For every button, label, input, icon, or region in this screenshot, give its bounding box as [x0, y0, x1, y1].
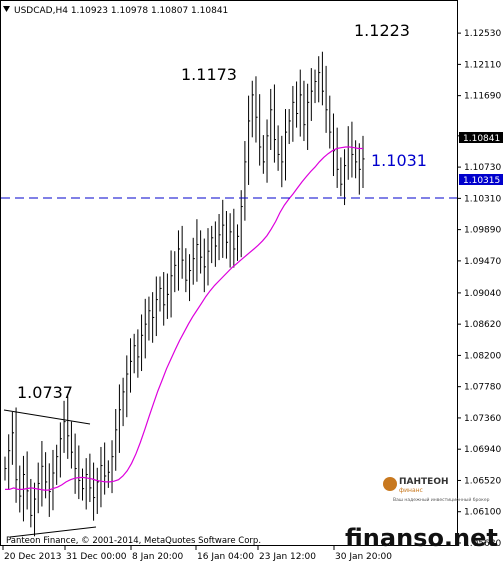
- x-tick-label: 8 Jan 20:00: [132, 552, 184, 562]
- time-axis: 20 Dec 2013 31 Dec 00:00 8 Jan 20:00 16 Jan…: [2, 546, 392, 562]
- annotation-level: 1.1031: [371, 151, 427, 170]
- triangle-icon: [3, 6, 10, 12]
- y-tick-label: 1.12110: [464, 60, 501, 70]
- logo-emblem-icon: [383, 477, 397, 491]
- price-axis: 1.125301.121101.116901.111501.107301.103…: [457, 29, 501, 549]
- y-tick-label: 1.05680: [464, 539, 501, 549]
- y-tick-label: 1.08200: [464, 351, 501, 361]
- logo-tagline: Ваш надежный инвестиционный брокер: [393, 496, 490, 503]
- y-tick-label: 1.06940: [464, 445, 501, 455]
- x-tick-label: 31 Dec 00:00: [66, 552, 127, 562]
- x-tick-label: 30 Jan 20:00: [335, 552, 392, 562]
- y-tick-label: 1.09040: [464, 289, 501, 299]
- y-tick-label: 1.06100: [464, 508, 501, 518]
- current-price-badge: [459, 132, 503, 143]
- annotation-low: 1.0737: [17, 383, 73, 402]
- y-tick-label: 1.10730: [464, 163, 501, 173]
- y-tick-label: 1.07780: [464, 383, 501, 393]
- triangle-upper-line: [3, 409, 91, 425]
- level-price-label: 1.10315: [463, 176, 500, 186]
- plot-frame: [0, 0, 458, 546]
- current-price-label: 1.10841: [463, 134, 500, 144]
- x-tick-label: 20 Dec 2013: [4, 552, 62, 562]
- y-tick-label: 1.10310: [464, 194, 501, 204]
- y-tick-label: 1.06520: [464, 476, 501, 486]
- y-tick-label: 1.11690: [464, 92, 501, 102]
- moving-average-line: [5, 146, 363, 491]
- logo-sub: финанс: [399, 487, 423, 494]
- copyright-text: Panteon Finance, © 2001-2014, MetaQuotes…: [6, 536, 261, 546]
- symbol-header: USDCAD,H4 1.10923 1.10978 1.10807 1.1084…: [14, 6, 228, 16]
- y-tick-label: 1.09470: [464, 257, 501, 267]
- level-price-badge: [459, 174, 503, 185]
- site-watermark: finanso.net: [345, 524, 498, 552]
- annotation-mid-high: 1.1173: [181, 65, 237, 84]
- y-tick-label: 1.07360: [464, 414, 501, 424]
- y-tick-label: 1.09890: [464, 226, 501, 236]
- candles-layer: [4, 51, 365, 537]
- x-tick-label: 16 Jan 04:00: [197, 552, 254, 562]
- y-tick-label: 1.08620: [464, 320, 501, 330]
- triangle-lower-line: [9, 526, 97, 538]
- logo-name: ПАНТЕОН: [399, 477, 449, 487]
- panteon-logo: ПАНТЕОН финанс Ваш надежный инвестиционн…: [383, 477, 490, 503]
- x-tick-label: 23 Jan 12:00: [259, 552, 316, 562]
- annotation-high: 1.1223: [354, 21, 410, 40]
- y-tick-label: 1.12530: [464, 29, 501, 39]
